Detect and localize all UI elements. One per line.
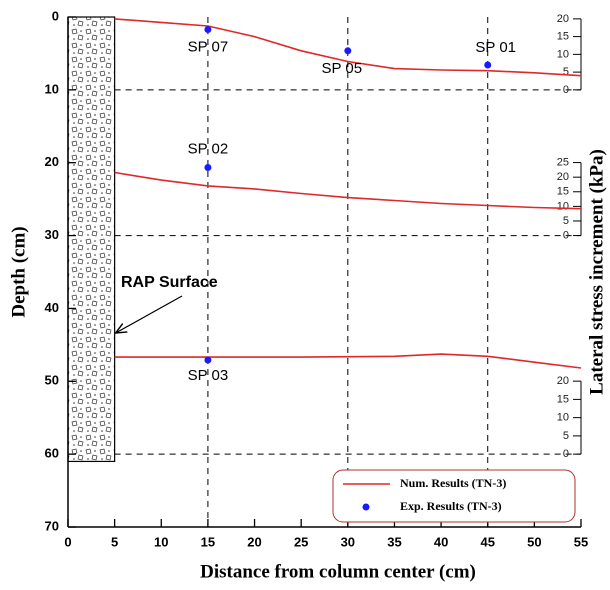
x-tick-label: 40	[434, 534, 448, 549]
y2-tick-label: 15	[557, 393, 569, 405]
legend-label: Exp. Results (TN-3)	[400, 499, 502, 513]
y2-tick-label: 20	[557, 375, 569, 387]
x-tick-label: 25	[294, 534, 308, 549]
y2-tick-label: 25	[557, 156, 569, 168]
y-tick-label: 30	[45, 227, 59, 242]
y2-tick-label: 5	[563, 66, 569, 78]
num-line	[114, 18, 582, 77]
exp-point	[484, 61, 492, 69]
exp-point	[344, 47, 352, 55]
y2-tick-label: 15	[557, 31, 569, 43]
num-line	[114, 171, 582, 210]
y2-tick-label: 10	[557, 200, 569, 212]
legend-label: Num. Results (TN-3)	[400, 476, 506, 490]
y2-tick-label: 0	[563, 84, 569, 96]
legend-box	[332, 469, 576, 523]
x-tick-label: 15	[201, 534, 215, 549]
rap-column	[67, 16, 116, 463]
x-tick-label: 55	[574, 534, 588, 549]
point-label: SP 02	[188, 141, 229, 158]
x-tick-label: 50	[527, 534, 541, 549]
exp-point	[204, 356, 212, 364]
x-tick-label: 30	[341, 534, 355, 549]
x-tick-label: 0	[64, 534, 71, 549]
y2-tick-label: 5	[563, 215, 569, 227]
exp-point	[204, 26, 212, 34]
annotation: RAP Surface	[121, 274, 218, 291]
y-tick-label: 70	[45, 518, 59, 533]
y2-tick-label: 10	[557, 48, 569, 60]
point-label: SP 07	[188, 38, 229, 55]
y-axis-label: Depth (cm)	[8, 226, 29, 317]
y2-tick-label: 15	[557, 186, 569, 198]
y-tick-label: 10	[45, 81, 59, 96]
y-tick-label: 20	[45, 154, 59, 169]
x-tick-label: 5	[111, 534, 118, 549]
y-tick-label: 60	[45, 446, 59, 461]
x-tick-label: 20	[247, 534, 261, 549]
point-label: SP 03	[188, 367, 229, 384]
y2-tick-label: 20	[557, 171, 569, 183]
exp-point	[204, 164, 212, 172]
x-axis-label: Distance from column center (cm)	[200, 561, 476, 582]
x-tick-label: 35	[387, 534, 401, 549]
y2-tick-label: 20	[557, 13, 569, 25]
y-tick-label: 40	[45, 300, 59, 315]
point-label: SP 01	[475, 39, 516, 56]
x-tick-label: 45	[480, 534, 494, 549]
num-line	[114, 353, 582, 369]
y2-tick-label: 0	[563, 229, 569, 241]
y-tick-label: 0	[52, 8, 59, 23]
y-tick-label: 50	[45, 373, 59, 388]
y2-tick-label: 5	[563, 430, 569, 442]
point-label: SP 05	[322, 60, 363, 77]
legend-marker	[362, 503, 370, 511]
x-tick-label: 10	[154, 534, 168, 549]
annotation-arrow	[116, 295, 183, 333]
y2-tick-label: 10	[557, 412, 569, 424]
y2-tick-label: 0	[563, 448, 569, 460]
y2-axis-label: Lateral stress increment (kPa)	[586, 149, 607, 395]
